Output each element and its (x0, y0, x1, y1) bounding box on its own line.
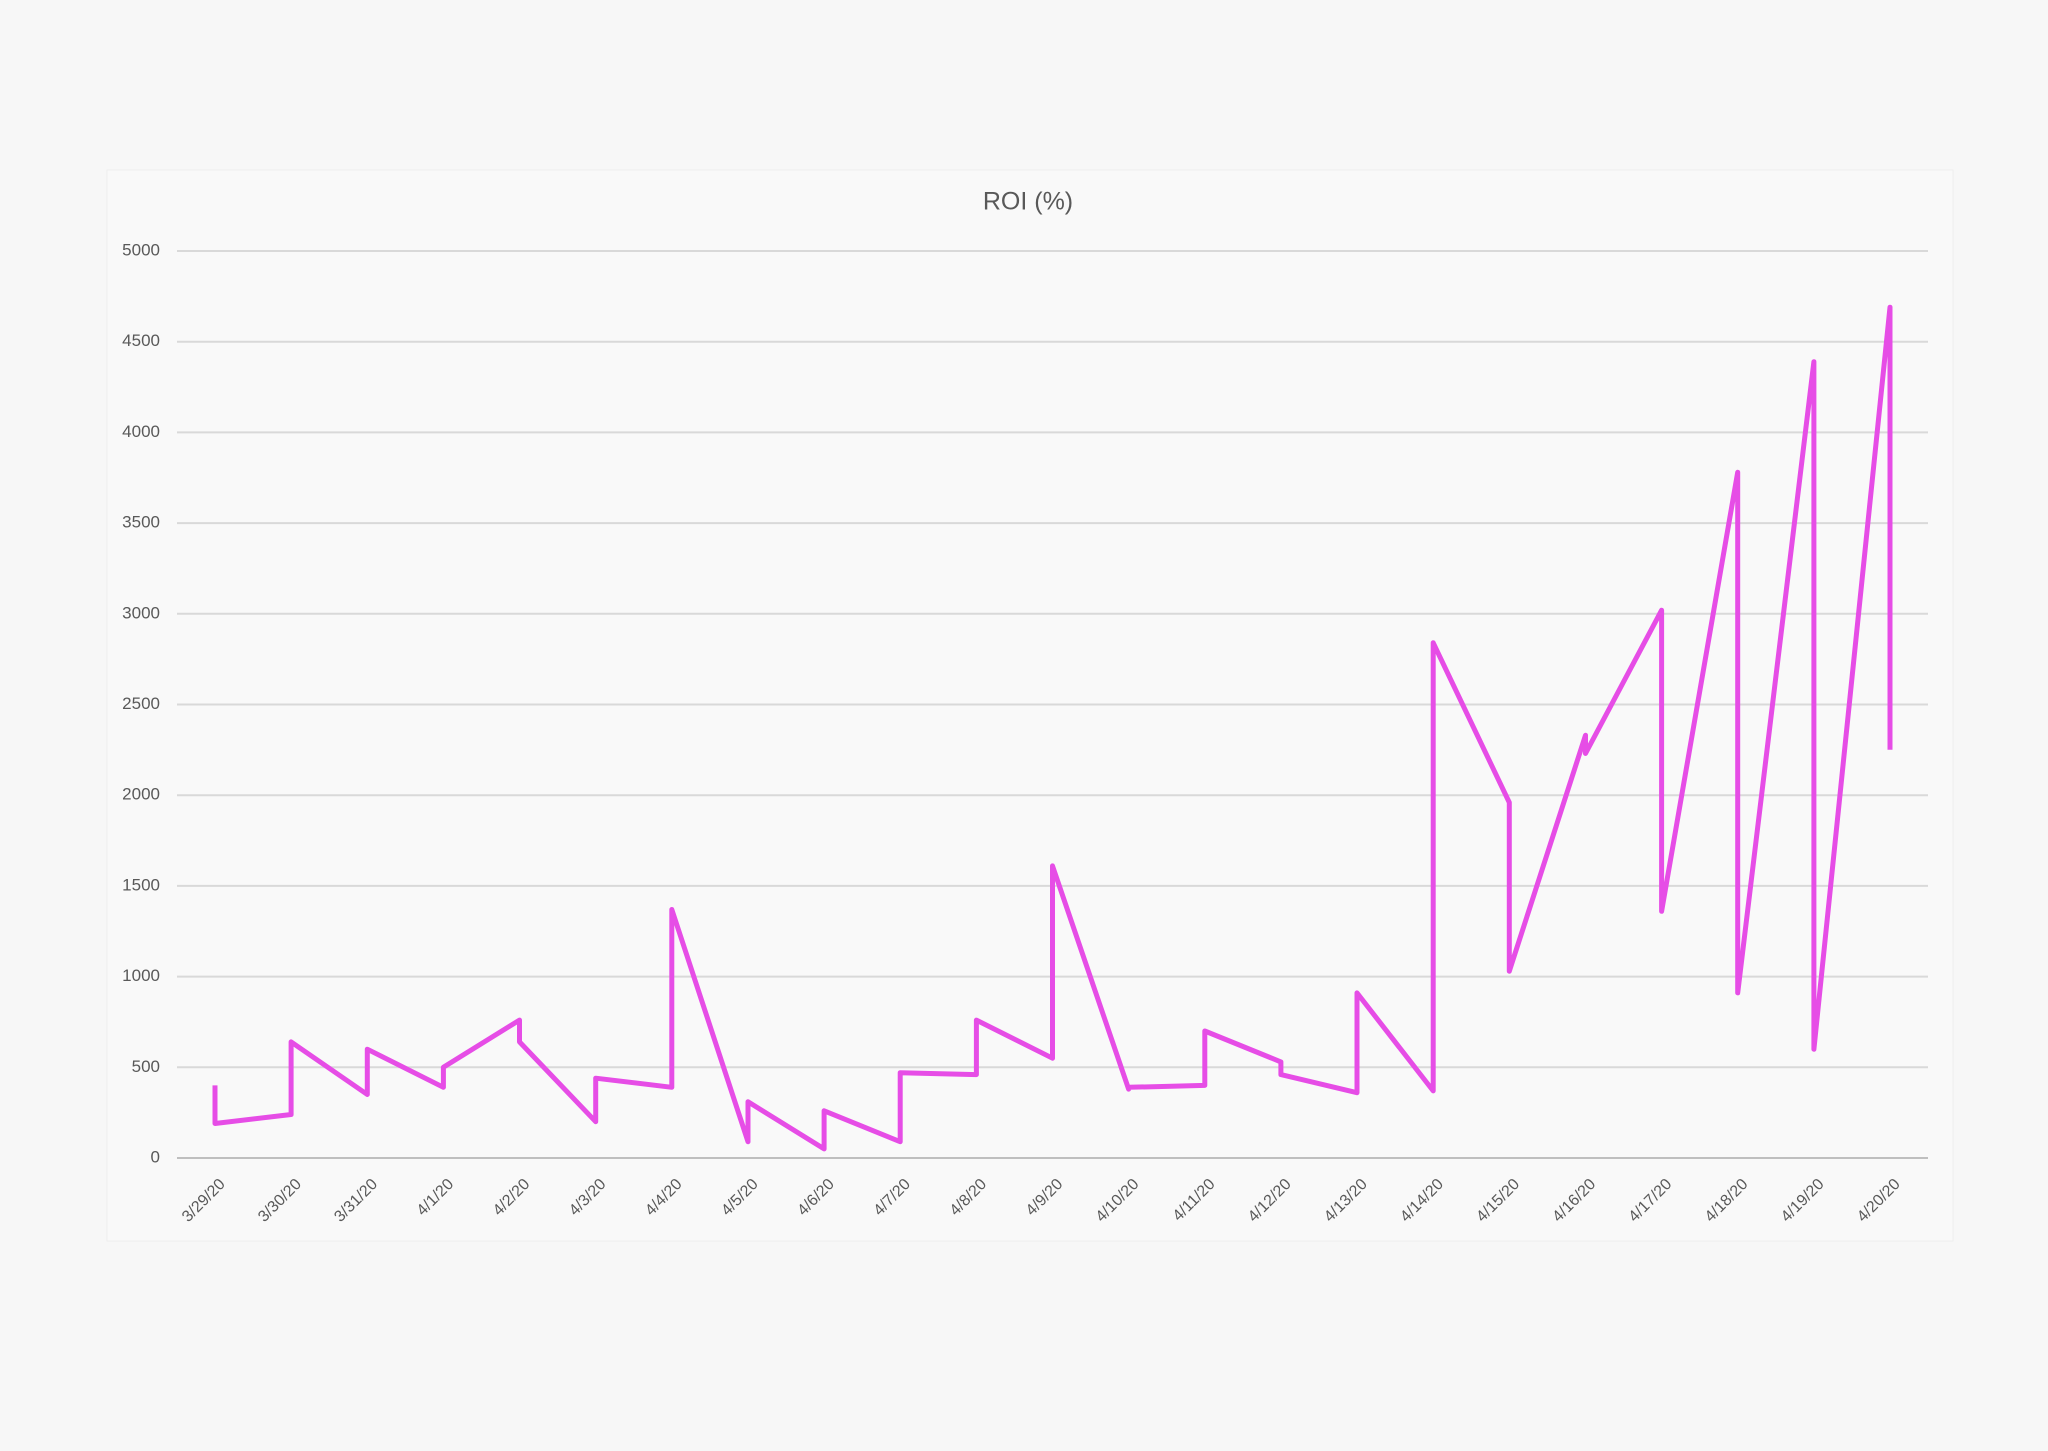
y-tick-label: 4000 (122, 422, 160, 441)
y-tick-label: 3000 (122, 603, 160, 622)
y-tick-label: 2000 (122, 785, 160, 804)
y-tick-label: 500 (132, 1057, 160, 1076)
y-tick-label: 5000 (122, 240, 160, 259)
y-tick-label: 0 (151, 1147, 160, 1166)
y-tick-label: 2500 (122, 694, 160, 713)
y-tick-label: 1000 (122, 966, 160, 985)
y-tick-label: 4500 (122, 331, 160, 350)
data-line (212, 304, 1893, 1152)
y-tick-label: 1500 (122, 875, 160, 894)
chart-title: ROI (%) (983, 188, 1073, 216)
y-tick-label: 3500 (122, 513, 160, 532)
